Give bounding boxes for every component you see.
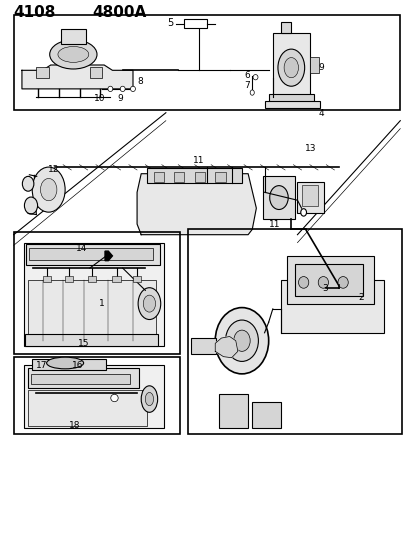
Bar [28, 368, 139, 389]
Bar [61, 29, 85, 44]
Text: 7: 7 [244, 80, 249, 90]
Text: 4800A: 4800A [92, 5, 146, 20]
Ellipse shape [337, 277, 347, 288]
Text: 16: 16 [72, 361, 83, 370]
Ellipse shape [130, 86, 135, 92]
Bar [32, 359, 106, 370]
Ellipse shape [233, 330, 249, 351]
Bar [194, 172, 204, 182]
Bar [24, 365, 164, 428]
Ellipse shape [215, 308, 268, 374]
Ellipse shape [111, 394, 118, 402]
Ellipse shape [269, 185, 287, 209]
Bar [268, 94, 313, 103]
Text: 4: 4 [318, 109, 323, 118]
Bar [25, 334, 157, 346]
Ellipse shape [298, 277, 308, 288]
Polygon shape [215, 336, 237, 358]
Bar [215, 172, 225, 182]
Ellipse shape [318, 277, 328, 288]
Bar [252, 402, 280, 428]
Bar [112, 276, 120, 282]
Bar [24, 243, 164, 346]
Bar [174, 172, 184, 182]
Bar [153, 172, 164, 182]
Text: 14: 14 [76, 244, 87, 253]
Bar [26, 244, 159, 265]
Bar [287, 256, 373, 304]
Polygon shape [22, 65, 133, 89]
Ellipse shape [40, 179, 57, 201]
Bar [31, 374, 129, 384]
Text: 9: 9 [318, 63, 324, 72]
Ellipse shape [252, 75, 257, 80]
Text: 1: 1 [99, 299, 105, 308]
Bar [262, 176, 295, 219]
Text: 9: 9 [117, 94, 123, 103]
Bar [36, 67, 49, 78]
Bar [28, 390, 147, 425]
Text: 12: 12 [47, 166, 59, 174]
Ellipse shape [277, 49, 304, 86]
Ellipse shape [24, 197, 38, 214]
Bar [28, 280, 155, 341]
Ellipse shape [283, 58, 298, 78]
Bar [90, 67, 102, 78]
Bar [65, 276, 73, 282]
Ellipse shape [47, 357, 83, 369]
Bar [14, 357, 180, 433]
Ellipse shape [32, 167, 65, 212]
Ellipse shape [50, 40, 97, 69]
Text: 15: 15 [78, 339, 89, 348]
Text: 11: 11 [193, 156, 204, 165]
Bar [280, 280, 383, 333]
Ellipse shape [225, 320, 258, 361]
Bar [43, 276, 51, 282]
Bar [147, 168, 241, 183]
Text: 10: 10 [94, 94, 106, 103]
Text: 3: 3 [322, 284, 328, 293]
Ellipse shape [22, 176, 34, 191]
Bar [14, 232, 180, 354]
Ellipse shape [108, 86, 113, 92]
Bar [295, 264, 362, 296]
Text: 17: 17 [36, 361, 48, 370]
Ellipse shape [120, 86, 125, 92]
Polygon shape [137, 174, 256, 235]
Text: 13: 13 [304, 144, 316, 154]
Text: 4108: 4108 [14, 5, 56, 20]
Bar [188, 229, 401, 433]
Bar [309, 57, 318, 73]
Text: 5: 5 [166, 18, 173, 28]
Bar [14, 14, 399, 110]
Text: 11: 11 [268, 220, 280, 229]
Ellipse shape [138, 288, 160, 319]
Ellipse shape [145, 392, 153, 406]
Text: 8: 8 [137, 77, 142, 86]
Bar [29, 248, 152, 260]
Ellipse shape [143, 295, 155, 312]
Bar [88, 276, 96, 282]
Text: 18: 18 [69, 421, 80, 430]
Bar [297, 182, 323, 214]
Text: 2: 2 [358, 293, 363, 302]
Ellipse shape [141, 386, 157, 413]
Bar [301, 185, 317, 206]
Bar [219, 394, 247, 428]
Text: 6: 6 [244, 71, 249, 80]
Bar [191, 338, 216, 354]
Ellipse shape [58, 46, 88, 62]
Ellipse shape [300, 209, 306, 216]
Bar [184, 19, 206, 28]
Bar [280, 21, 291, 33]
Bar [133, 276, 141, 282]
Ellipse shape [249, 90, 254, 95]
Bar [264, 101, 319, 109]
Bar [272, 33, 309, 97]
FancyArrow shape [105, 251, 112, 261]
